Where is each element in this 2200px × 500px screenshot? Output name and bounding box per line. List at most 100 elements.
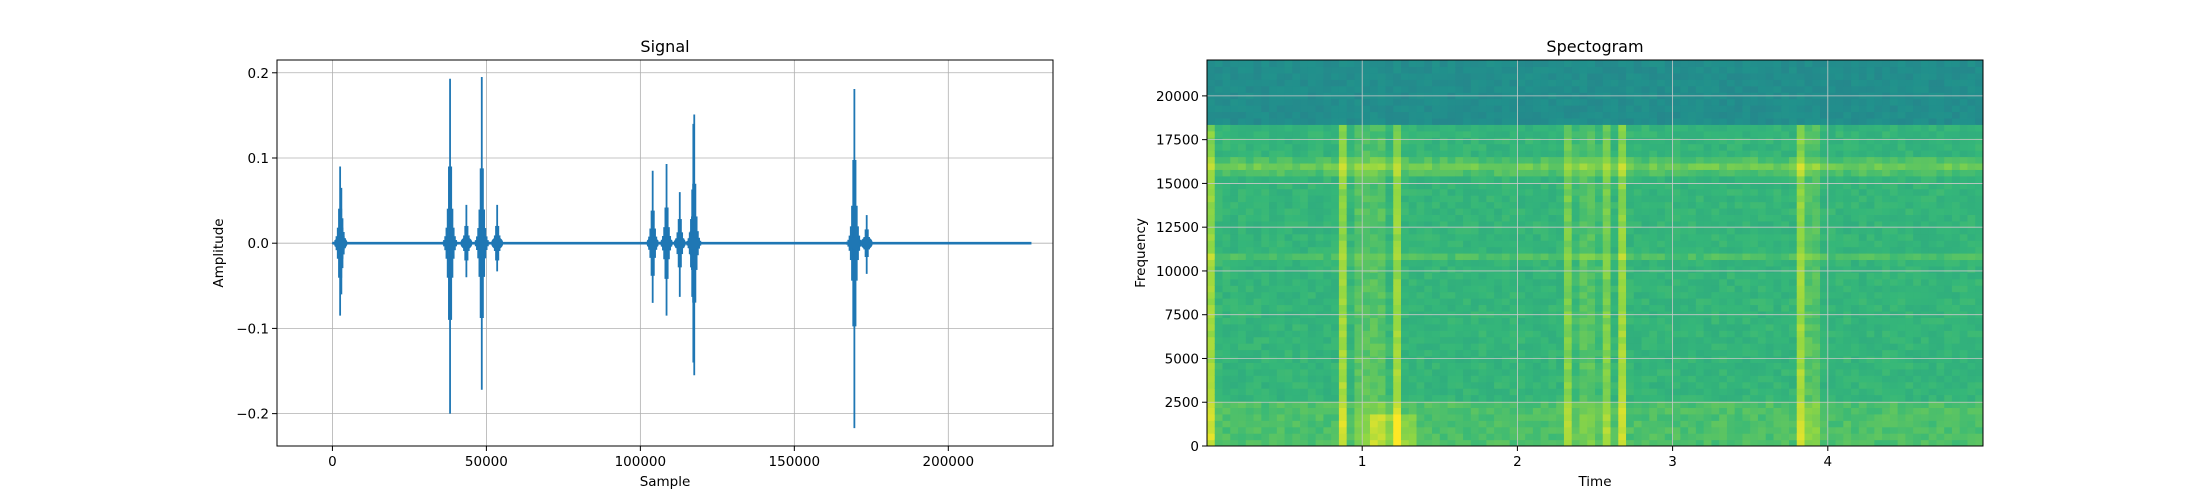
spectogram-cell <box>1238 413 1247 421</box>
spectogram-cell <box>1711 182 1720 190</box>
spectogram-cell <box>1750 130 1759 138</box>
spectogram-cell <box>1300 426 1309 434</box>
spectogram-cell <box>1563 420 1573 428</box>
spectogram-cell <box>1742 227 1751 235</box>
spectogram-cell <box>1641 259 1650 267</box>
spectogram-cell <box>1245 188 1255 196</box>
spectogram-cell <box>1439 388 1449 396</box>
spectogram-cell <box>1602 72 1612 80</box>
spectogram-cell <box>1214 169 1224 177</box>
spectogram-cell <box>1207 79 1216 87</box>
spectogram-cell <box>1796 233 1806 241</box>
spectogram-cell <box>1540 111 1550 119</box>
spectogram-cell <box>1633 214 1643 222</box>
spectogram-cell <box>1765 85 1775 93</box>
spectogram-cell <box>1307 298 1317 306</box>
spectogram-cell <box>1633 323 1643 331</box>
spectogram-cell <box>1626 336 1635 344</box>
spectogram-cell <box>1633 317 1643 325</box>
spectogram-cell <box>1525 201 1534 209</box>
spectogram-cell <box>1649 220 1658 228</box>
spectogram-cell <box>1579 439 1588 446</box>
spectogram-cell <box>1463 400 1472 408</box>
spectogram-cell <box>1261 98 1270 106</box>
spectogram-cell <box>1695 233 1705 241</box>
spectogram-cell <box>1307 105 1317 113</box>
spectogram-cell <box>1610 362 1619 370</box>
spectogram-cell <box>1331 330 1340 338</box>
spectogram-cell <box>1362 413 1371 421</box>
spectogram-cell <box>1416 278 1425 286</box>
spectogram-cell <box>1532 355 1542 363</box>
spectogram-cell <box>1307 349 1317 357</box>
spectogram-cell <box>1711 265 1720 273</box>
spectogram-cell <box>1455 137 1464 145</box>
spectogram-cell <box>1245 375 1255 383</box>
spectogram-cell <box>1486 233 1495 241</box>
spectogram-cell <box>1633 330 1643 338</box>
spectogram-cell <box>1812 355 1821 363</box>
spectogram-cell <box>1532 66 1542 74</box>
spectogram-cell <box>1463 85 1472 93</box>
spectogram-cell <box>1222 394 1231 402</box>
spectogram-cell <box>1517 407 1526 415</box>
spectogram-cell <box>1556 66 1565 74</box>
spectogram-cell <box>1773 259 1782 267</box>
spectogram-cell <box>1579 343 1588 351</box>
spectogram-cell <box>1338 240 1348 248</box>
spectogram-cell <box>1750 85 1759 93</box>
spectogram-cell <box>1346 111 1356 119</box>
spectogram-cell <box>1408 323 1418 331</box>
spectogram-cell <box>1595 201 1604 209</box>
spectogram-cell <box>1214 317 1224 325</box>
spectogram-cell <box>1424 105 1433 113</box>
spectogram-cell <box>1680 426 1689 434</box>
spectogram-cell <box>1540 355 1550 363</box>
spectogram-cell <box>1385 111 1394 119</box>
spectogram-cell <box>1408 169 1418 177</box>
spectogram-cell <box>1424 246 1433 254</box>
spectogram-cell <box>1548 175 1557 183</box>
spectogram-cell <box>1354 98 1363 106</box>
spectogram-cell <box>1393 407 1402 415</box>
spectogram-cell <box>1796 105 1806 113</box>
spectogram-cell <box>1222 291 1231 299</box>
spectogram-cell <box>1796 220 1806 228</box>
spectogram-cell <box>1408 426 1418 434</box>
spectogram-cell <box>1261 413 1270 421</box>
spectogram-cell <box>1276 85 1286 93</box>
spectogram-cell <box>1626 195 1635 203</box>
spectogram-cell <box>1579 233 1588 241</box>
spectogram-cell <box>1253 394 1262 402</box>
spectogram-cell <box>1726 156 1736 164</box>
spectogram-cell <box>1447 362 1456 370</box>
spectogram-cell <box>1377 201 1387 209</box>
spectogram-cell <box>1455 381 1464 389</box>
spectogram-cell <box>1292 304 1301 312</box>
spectogram-cell <box>1781 362 1790 370</box>
spectogram-cell <box>1757 240 1767 248</box>
spectogram-cell <box>1408 233 1418 241</box>
spectogram-cell <box>1230 233 1239 241</box>
spectogram-cell <box>1401 304 1410 312</box>
spectogram-cell <box>1602 117 1612 125</box>
spectogram-cell <box>1804 285 1813 293</box>
spectogram-cell <box>1300 214 1309 222</box>
spectogram-cell <box>1230 400 1239 408</box>
spectogram-cell <box>1408 201 1418 209</box>
spectogram-cell <box>1571 137 1581 145</box>
spectogram-cell <box>1695 355 1705 363</box>
spectogram-cell <box>1796 130 1806 138</box>
spectogram-cell <box>1331 220 1340 228</box>
spectogram-cell <box>1338 413 1348 421</box>
spectogram-cell <box>1307 98 1317 106</box>
spectogram-cell <box>1587 201 1596 209</box>
spectogram-cell <box>1711 420 1720 428</box>
spectogram-cell <box>1587 413 1596 421</box>
spectogram-cell <box>1222 349 1231 357</box>
spectogram-cell <box>1323 426 1332 434</box>
spectogram-cell <box>1563 143 1573 151</box>
spectogram-cell <box>1401 420 1410 428</box>
spectogram-cell <box>1346 130 1356 138</box>
spectogram-cell <box>1525 111 1534 119</box>
